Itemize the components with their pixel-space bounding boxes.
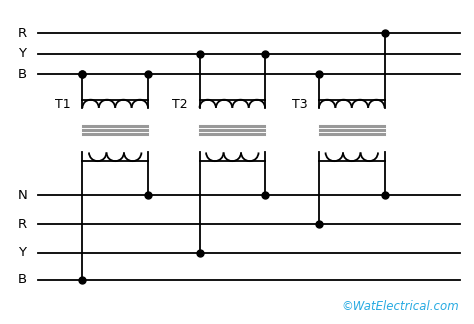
Text: Y: Y <box>18 47 27 60</box>
Text: B: B <box>18 68 27 81</box>
Text: R: R <box>18 27 27 40</box>
Text: B: B <box>18 273 27 286</box>
Text: ©WatElectrical.com: ©WatElectrical.com <box>342 300 459 313</box>
Text: R: R <box>18 218 27 231</box>
Text: T1: T1 <box>55 98 71 111</box>
Text: T2: T2 <box>172 98 188 111</box>
Text: T3: T3 <box>292 98 307 111</box>
Text: Y: Y <box>18 246 27 259</box>
Text: N: N <box>18 189 27 202</box>
